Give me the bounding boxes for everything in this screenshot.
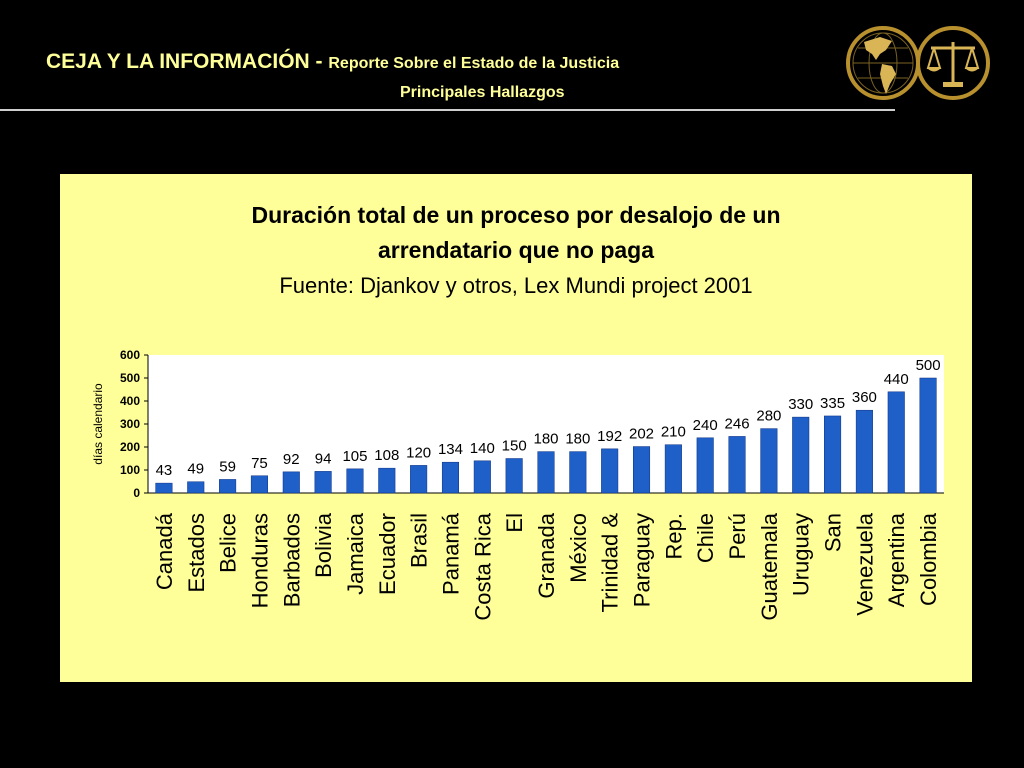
category-label-7: Ecuador — [375, 513, 400, 595]
data-label-9: 134 — [438, 441, 463, 458]
data-label-2: 59 — [219, 458, 236, 475]
bar-2 — [219, 479, 237, 494]
data-label-12: 180 — [533, 431, 558, 448]
category-label-13: México — [566, 513, 591, 583]
header-title-main: CEJA Y LA INFORMACIÓN - — [46, 50, 329, 73]
bar-0 — [155, 482, 173, 494]
chart-title-line2: arrendatario que no paga — [377, 237, 655, 263]
category-label-15: Paraguay — [630, 513, 655, 607]
data-label-7: 108 — [374, 447, 399, 464]
header-title-sub: Reporte Sobre el Estado de la Justicia — [328, 55, 620, 72]
bar-chart: 0 100 200 300 400 500 600 días calendario 43 Cana… — [91, 348, 944, 621]
bar-21 — [824, 415, 842, 494]
data-label-20: 330 — [788, 396, 813, 413]
category-label-8: Brasil — [407, 513, 432, 568]
data-label-14: 192 — [597, 428, 622, 445]
chart-title-line1: Duración total de un proceso por desaloj… — [251, 202, 781, 228]
bar-3 — [250, 475, 268, 494]
bar-7 — [378, 467, 396, 494]
data-label-6: 105 — [342, 448, 367, 465]
category-label-14: Trinidad & — [598, 513, 623, 613]
data-label-10: 140 — [470, 440, 495, 457]
category-label-22: Venezuela — [852, 512, 877, 616]
chart-panel: Duración total de un proceso por desaloj… — [60, 174, 972, 682]
data-label-24: 500 — [916, 357, 941, 374]
data-label-1: 49 — [187, 461, 204, 478]
header-divider — [0, 109, 895, 111]
bar-15 — [632, 446, 651, 494]
data-label-22: 360 — [852, 389, 877, 406]
y-tick-label: 0 — [133, 486, 140, 500]
category-label-0: Canadá — [152, 512, 177, 590]
category-label-24: Colombia — [916, 512, 941, 606]
data-label-18: 246 — [725, 415, 750, 432]
bar-19 — [760, 428, 778, 494]
bar-10 — [473, 460, 491, 494]
scales-of-justice-icon — [916, 26, 990, 100]
category-label-2: Belice — [216, 513, 241, 573]
bar-17 — [696, 437, 714, 494]
data-label-3: 75 — [251, 455, 268, 472]
bar-18 — [728, 436, 746, 494]
data-label-15: 202 — [629, 426, 654, 443]
bar-14 — [601, 448, 619, 494]
data-label-21: 335 — [820, 395, 845, 412]
header-title: CEJA Y LA INFORMACIÓN - Reporte Sobre el… — [46, 50, 619, 74]
bar-1 — [187, 481, 205, 494]
category-label-18: Perú — [725, 513, 750, 559]
bar-5 — [314, 471, 332, 494]
data-label-11: 150 — [502, 438, 527, 455]
data-label-23: 440 — [884, 371, 909, 388]
chart-source: Fuente: Djankov y otros, Lex Mundi proje… — [279, 273, 753, 298]
bar-6 — [346, 468, 364, 494]
y-tick-label: 300 — [120, 417, 140, 431]
data-label-8: 120 — [406, 444, 431, 461]
category-label-1: Estados — [184, 513, 209, 593]
data-label-4: 92 — [283, 451, 300, 468]
data-label-0: 43 — [156, 462, 173, 479]
bar-8 — [410, 465, 428, 494]
category-label-11: El — [502, 513, 527, 533]
category-label-19: Guatemala — [757, 512, 782, 620]
bar-13 — [569, 451, 587, 494]
data-label-5: 94 — [315, 450, 332, 467]
category-label-9: Panamá — [438, 512, 463, 595]
y-tick-label: 400 — [120, 394, 140, 408]
bar-22 — [855, 409, 873, 494]
category-label-17: Chile — [693, 513, 718, 563]
y-tick-label: 200 — [120, 440, 140, 454]
header-subtitle: Principales Hallazgos — [400, 84, 565, 101]
y-tick-label: 600 — [120, 348, 140, 362]
data-label-17: 240 — [693, 417, 718, 434]
category-label-23: Argentina — [884, 512, 909, 607]
category-label-3: Honduras — [247, 513, 272, 608]
data-label-19: 280 — [756, 408, 781, 425]
bar-23 — [887, 391, 905, 494]
logo-group — [846, 26, 990, 100]
category-label-4: Barbados — [279, 513, 304, 607]
bar-4 — [282, 471, 300, 494]
data-label-13: 180 — [565, 431, 590, 448]
y-axis-label: días calendario — [91, 383, 105, 465]
category-label-10: Costa Rica — [470, 512, 495, 620]
globe-icon — [846, 26, 920, 100]
bar-12 — [537, 451, 555, 494]
bar-20 — [792, 416, 810, 494]
bar-24 — [919, 377, 937, 494]
category-label-16: Rep. — [661, 513, 686, 559]
category-label-6: Jamaica — [343, 512, 368, 595]
bar-9 — [441, 461, 460, 494]
category-label-5: Bolivia — [311, 512, 336, 578]
bar-11 — [505, 458, 523, 494]
y-tick-label: 500 — [120, 371, 140, 385]
data-label-16: 210 — [661, 424, 686, 441]
category-label-20: Uruguay — [789, 513, 814, 596]
y-tick-label: 100 — [120, 463, 140, 477]
category-label-12: Granada — [534, 512, 559, 598]
category-label-21: San — [821, 513, 846, 552]
bar-16 — [664, 444, 682, 494]
